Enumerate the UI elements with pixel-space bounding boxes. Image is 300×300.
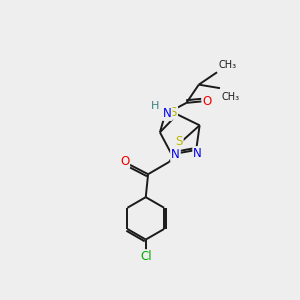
Text: Cl: Cl — [140, 250, 152, 263]
Text: S: S — [170, 106, 177, 119]
Text: O: O — [202, 95, 212, 108]
Text: O: O — [120, 155, 129, 168]
Text: N: N — [163, 107, 172, 120]
Text: N: N — [193, 147, 202, 160]
Text: CH₃: CH₃ — [218, 60, 237, 70]
Text: S: S — [175, 135, 183, 148]
Text: N: N — [171, 148, 180, 161]
Text: H: H — [151, 101, 159, 111]
Text: CH₃: CH₃ — [221, 92, 240, 102]
